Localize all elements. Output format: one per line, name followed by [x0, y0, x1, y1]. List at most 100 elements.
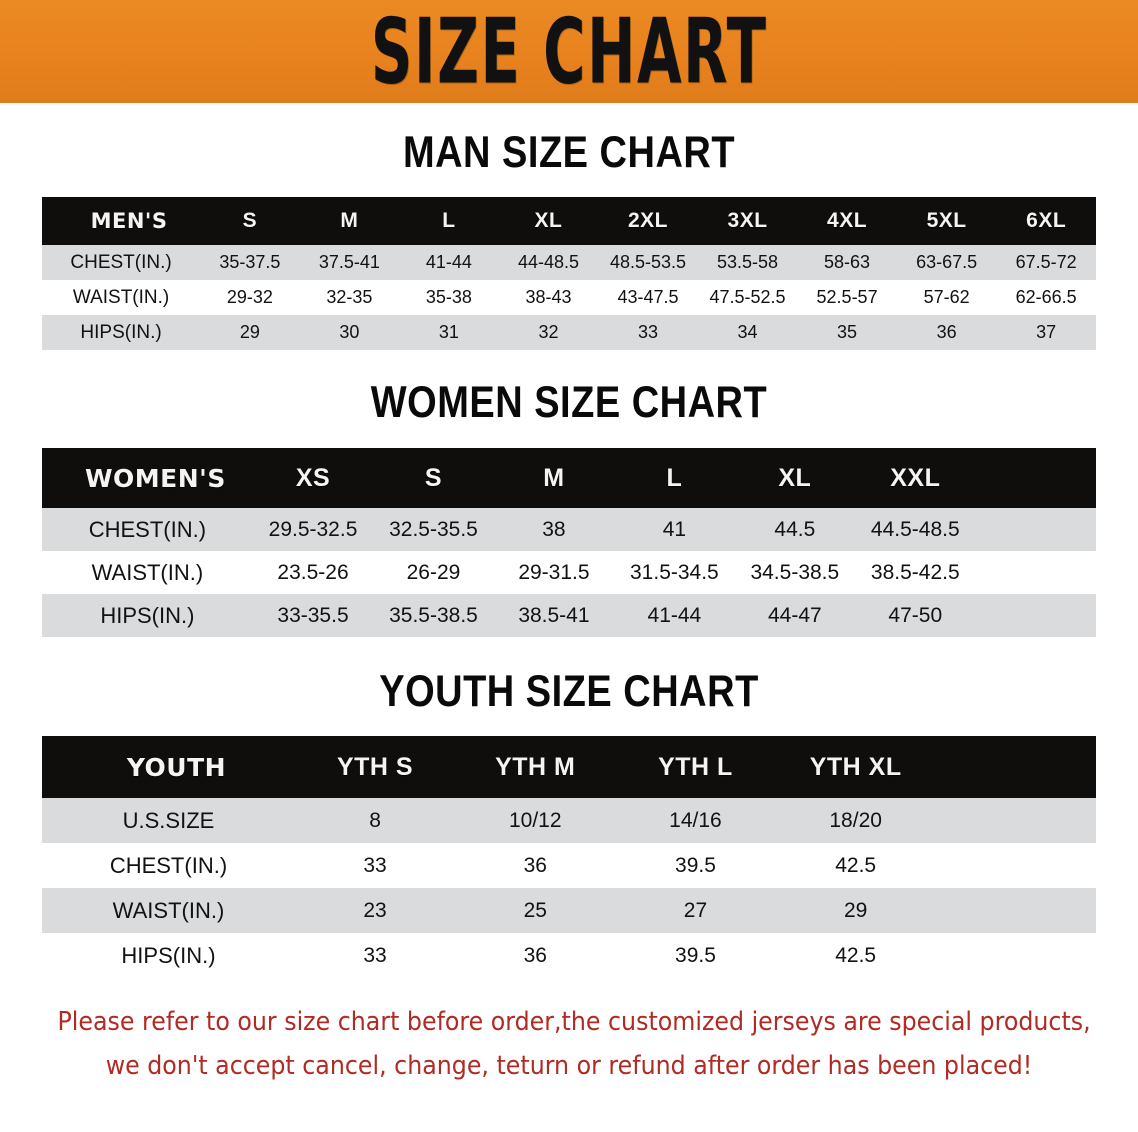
- women-cell: 26-29: [406, 560, 461, 584]
- man-corner-label: MEN'S: [90, 209, 168, 233]
- youth-cell-empty: [936, 798, 1096, 843]
- man-column-header-2xl: 2XL: [627, 209, 668, 232]
- man-cell: 52.5-57: [816, 287, 878, 307]
- man-size-table-wrap: MEN'S S M L XL 2XL 3XL 4XL 5XL 6XL CHEST(IN.) 35-37…: [42, 197, 1096, 350]
- women-cell: 32.5-35.5: [389, 517, 478, 541]
- youth-column-header-yth-xl: YTH XL: [809, 752, 902, 781]
- youth-size-table-wrap: YOUTH YTH S YTH M YTH L YTH XL U.S.SIZE 8 10/12…: [42, 736, 1096, 978]
- table-row: WAIST(IN.) 29-32 32-35 35-38 38-43 43-47.5 47.…: [42, 280, 1096, 315]
- women-size-table-wrap: WOMEN'S XS S M L XL XXL CHEST(IN.) 29.5-32.5 32.5…: [42, 448, 1096, 637]
- man-cell: 44-48.5: [517, 252, 579, 272]
- man-cell: 35-38: [425, 287, 472, 307]
- women-column-header-xxl: XXL: [890, 463, 941, 492]
- man-cell: 48.5-53.5: [609, 252, 687, 272]
- man-cell: 33: [637, 322, 659, 342]
- women-cell: 29.5-32.5: [268, 517, 358, 541]
- youth-size-table: YOUTH YTH S YTH M YTH L YTH XL U.S.SIZE 8 10/12…: [42, 736, 1096, 978]
- youth-cell: 14/16: [669, 808, 722, 832]
- women-cell: 41: [662, 517, 687, 541]
- women-table-body: WOMEN'S XS S M L XL XXL CHEST(IN.) 29.5-32.5 32.5…: [42, 448, 1096, 637]
- women-cell-empty: [976, 594, 1096, 637]
- youth-cell: 39.5: [675, 853, 716, 877]
- women-column-header-empty: [976, 448, 1096, 508]
- man-cell: 57-62: [923, 287, 970, 307]
- youth-cell: 29: [843, 898, 868, 922]
- youth-cell: 25: [523, 898, 547, 922]
- man-row-label: HIPS(IN.): [80, 321, 162, 343]
- youth-cell: 36: [523, 853, 547, 877]
- man-cell: 37.5-41: [318, 252, 380, 272]
- youth-column-header-yth-m: YTH M: [495, 752, 576, 781]
- youth-cell-empty: [936, 933, 1096, 978]
- youth-cell: 39.5: [675, 943, 716, 967]
- youth-cell: 33: [363, 853, 387, 877]
- man-column-header-6xl: 6XL: [1026, 209, 1067, 232]
- youth-row-label: WAIST(IN.): [112, 897, 225, 923]
- women-cell: 33-35.5: [277, 603, 349, 627]
- women-size-table: WOMEN'S XS S M L XL XXL CHEST(IN.) 29.5-32.5 32.5…: [42, 448, 1096, 637]
- man-table-body: MEN'S S M L XL 2XL 3XL 4XL 5XL 6XL CHEST(IN.) 35-37…: [42, 197, 1096, 350]
- youth-cell-empty: [936, 888, 1096, 933]
- table-row: CHEST(IN.) 35-37.5 37.5-41 41-44 44-48.5 48.5…: [42, 245, 1096, 280]
- banner-title: SIZE CHART: [370, 0, 768, 103]
- table-row: CHEST(IN.) 33 36 39.5 42.5: [42, 843, 1096, 888]
- man-cell: 29-32: [226, 287, 273, 307]
- women-cell-empty: [976, 551, 1096, 594]
- man-cell: 34: [737, 322, 758, 342]
- youth-row-label: U.S.SIZE: [122, 807, 215, 833]
- man-cell: 47.5-52.5: [709, 287, 786, 307]
- women-cell: 38.5-42.5: [870, 560, 960, 584]
- youth-cell: 33: [363, 943, 387, 967]
- women-cell: 34.5-38.5: [750, 560, 840, 584]
- women-section-title: WOMEN SIZE CHART: [370, 378, 768, 428]
- page-banner: SIZE CHART: [0, 0, 1138, 103]
- women-cell: 35.5-38.5: [389, 603, 478, 627]
- women-column-header-xl: XL: [778, 463, 812, 492]
- disclaimer-line-1: Please refer to our size chart before or…: [57, 1007, 1091, 1037]
- youth-row-label: CHEST(IN.): [109, 852, 228, 878]
- man-size-table: MEN'S S M L XL 2XL 3XL 4XL 5XL 6XL CHEST(IN.) 35-37…: [42, 197, 1096, 350]
- youth-cell: 36: [523, 943, 547, 967]
- women-cell: 41-44: [647, 603, 702, 627]
- disclaimer-line-2: we don't accept cancel, change, teturn o…: [105, 1051, 1033, 1081]
- man-section-title: MAN SIZE CHART: [402, 128, 736, 178]
- youth-cell: 8: [369, 808, 381, 832]
- women-column-header-l: L: [666, 463, 683, 492]
- women-cell: 29-31.5: [518, 560, 590, 584]
- man-column-header-s: S: [242, 209, 258, 232]
- man-cell: 37: [1036, 322, 1057, 342]
- women-corner-label: WOMEN'S: [84, 463, 226, 493]
- man-column-header-xl: XL: [534, 209, 563, 232]
- youth-cell: 42.5: [835, 853, 877, 877]
- man-cell: 43-47.5: [617, 287, 679, 307]
- table-row: WAIST(IN.) 23.5-26 26-29 29-31.5 31.5-34.5 34…: [42, 551, 1096, 594]
- women-column-header-xs: XS: [295, 463, 331, 492]
- man-cell: 29: [239, 322, 260, 342]
- youth-cell: 10/12: [508, 808, 562, 832]
- man-cell: 38-43: [525, 287, 572, 307]
- youth-corner-label: YOUTH: [126, 752, 227, 782]
- women-cell: 38: [542, 517, 566, 541]
- order-disclaimer: Please refer to our size chart before or…: [57, 1000, 1091, 1088]
- women-cell-empty: [976, 508, 1096, 551]
- man-cell: 32: [538, 322, 559, 342]
- women-cell: 44.5-48.5: [870, 517, 960, 541]
- man-column-header-l: L: [442, 209, 456, 232]
- table-row: HIPS(IN.) 33-35.5 35.5-38.5 38.5-41 41-44 44-…: [42, 594, 1096, 637]
- man-row-label: CHEST(IN.): [70, 251, 172, 273]
- man-cell: 35-37.5: [219, 252, 281, 272]
- man-cell: 32-35: [326, 287, 373, 307]
- man-cell: 36: [936, 322, 957, 342]
- women-cell: 38.5-41: [518, 603, 590, 627]
- youth-column-header-yth-s: YTH S: [336, 752, 414, 781]
- youth-cell-empty: [936, 843, 1096, 888]
- man-cell: 30: [339, 322, 360, 342]
- man-row-label: WAIST(IN.): [72, 286, 170, 308]
- women-cell: 44.5: [774, 517, 816, 541]
- man-column-header-3xl: 3XL: [727, 209, 768, 232]
- women-row-label: WAIST(IN.): [91, 559, 204, 585]
- women-cell: 44-47: [767, 603, 822, 627]
- youth-cell: 42.5: [835, 943, 877, 967]
- man-cell: 35: [837, 322, 858, 342]
